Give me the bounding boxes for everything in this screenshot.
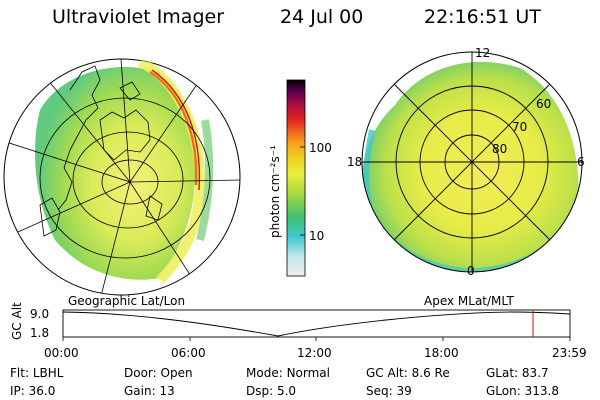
mlt-label-12: 12: [475, 46, 491, 60]
geographic-caption: Geographic Lat/Lon: [68, 294, 186, 308]
colorbar-unit-label: photon cm⁻²s⁻¹: [268, 145, 282, 238]
info-dsp: Dsp: 5.0: [246, 384, 297, 398]
mlt-label-0: 0: [467, 264, 475, 278]
mlt-label-18: 18: [347, 155, 363, 169]
altitude-ytick-9: 9.0: [30, 307, 50, 321]
colorbar-tick-100: 100: [309, 141, 332, 155]
altitude-ylabel: GC Alt: [10, 302, 24, 340]
xtick-1800: 18:00: [424, 346, 459, 360]
time-label: 22:16:51 UT: [424, 6, 541, 28]
xtick-0000: 00:00: [44, 346, 79, 360]
altitude-ytick-1: 1.8: [30, 326, 50, 340]
date-label: 24 Jul 00: [280, 6, 364, 28]
info-flt: Flt: LBHL: [10, 366, 64, 380]
mlt-label-6: 6: [577, 155, 585, 169]
mlat-label-70: 70: [512, 120, 528, 134]
xtick-1200: 12:00: [297, 346, 332, 360]
info-mode: Mode: Normal: [246, 366, 330, 380]
apex-caption: Apex MLat/MLT: [424, 294, 514, 308]
magnetic-polar-plot: [361, 51, 583, 273]
geographic-globe: [3, 58, 241, 296]
info-door: Door: Open: [124, 366, 193, 380]
info-gain: Gain: 13: [124, 384, 175, 398]
info-gc-alt: GC Alt: 8.6 Re: [366, 366, 450, 380]
info-glat: GLat: 83.7: [486, 366, 549, 380]
info-glon: GLon: 313.8: [486, 384, 559, 398]
colorbar-tick-10: 10: [309, 229, 325, 243]
colorbar: [286, 79, 306, 277]
info-seq: Seq: 39: [366, 384, 412, 398]
instrument-title: Ultraviolet Imager: [52, 6, 225, 28]
info-ip: IP: 36.0: [10, 384, 56, 398]
altitude-plot: [62, 309, 571, 341]
mlat-label-80: 80: [492, 142, 508, 156]
mlat-label-60: 60: [536, 97, 552, 111]
xtick-0600: 06:00: [171, 346, 206, 360]
xtick-2359: 23:59: [552, 346, 587, 360]
